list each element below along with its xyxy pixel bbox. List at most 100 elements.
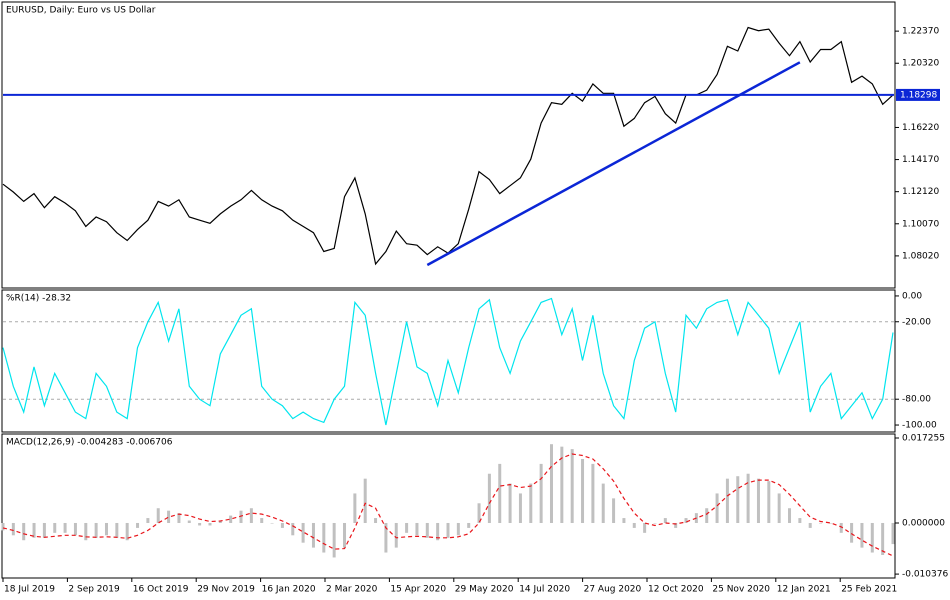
histogram-bar xyxy=(881,522,885,556)
histogram-bar xyxy=(456,522,460,536)
x-tick-label: 16 Oct 2019 xyxy=(133,585,189,595)
y-tick-label: -100.00 xyxy=(902,421,937,431)
histogram-bar xyxy=(798,518,802,523)
histogram-bar xyxy=(384,522,388,553)
histogram-bar xyxy=(11,522,15,536)
x-tick-label: 15 Apr 2020 xyxy=(390,585,446,595)
x-tick-label: 12 Oct 2020 xyxy=(648,585,704,595)
histogram-bar xyxy=(53,522,57,533)
histogram-bar xyxy=(73,522,77,536)
histogram-bar xyxy=(301,522,305,543)
histogram-bar xyxy=(653,522,657,524)
pane-title: %R(14) -28.32 xyxy=(6,294,71,304)
histogram-bar xyxy=(612,498,616,523)
histogram-bar xyxy=(498,463,502,523)
histogram-bar xyxy=(508,483,512,523)
histogram-bar xyxy=(260,518,264,523)
histogram-bar xyxy=(860,522,864,548)
histogram-bar xyxy=(280,522,284,528)
histogram-bar xyxy=(850,522,854,543)
histogram-bar xyxy=(591,463,595,523)
y-tick-label: -80.00 xyxy=(902,395,931,405)
histogram-bar xyxy=(177,513,181,523)
histogram-bar xyxy=(663,518,667,523)
histogram-bar xyxy=(239,510,243,523)
histogram-bar xyxy=(1,522,5,531)
histogram-bar xyxy=(767,481,771,523)
histogram-bar xyxy=(42,522,46,538)
x-tick-label: 16 Jan 2020 xyxy=(262,585,316,595)
y-tick-label: 1.16220 xyxy=(902,123,939,133)
histogram-bar xyxy=(291,522,295,536)
histogram-bar xyxy=(487,473,491,523)
y-tick-label: 1.22370 xyxy=(902,27,939,37)
y-tick-label: 0.00 xyxy=(902,291,922,301)
histogram-bar xyxy=(353,493,357,523)
histogram-bar xyxy=(725,478,729,523)
trendline xyxy=(426,61,801,267)
histogram-bar xyxy=(829,522,833,524)
histogram-bar xyxy=(746,473,750,523)
histogram-bar xyxy=(529,483,533,523)
histogram-bar xyxy=(570,449,574,523)
histogram-bar xyxy=(705,508,709,523)
histogram-bar xyxy=(870,522,874,553)
y-tick-label: -20.00 xyxy=(902,317,931,327)
histogram-bar xyxy=(343,522,347,548)
price-label-box xyxy=(896,88,940,101)
histogram-bar xyxy=(539,463,543,523)
histogram-bar xyxy=(332,522,336,558)
x-tick-label: 2 Sep 2019 xyxy=(68,585,120,595)
histogram-bar xyxy=(632,522,636,528)
pane-title: MACD(12,26,9) -0.004283 -0.006706 xyxy=(6,438,173,448)
histogram-bar xyxy=(229,515,233,523)
series-line xyxy=(2,453,894,557)
y-tick-label: 1.12120 xyxy=(902,187,939,197)
histogram-bar xyxy=(788,508,792,523)
pane-title: EURUSD, Daily: Euro vs US Dollar xyxy=(6,6,156,16)
histogram-bar xyxy=(518,493,522,523)
histogram-bar xyxy=(891,522,895,545)
x-tick-label: 2 Mar 2020 xyxy=(326,585,378,595)
histogram-bar xyxy=(581,458,585,523)
wpr-pane xyxy=(1,289,896,433)
x-tick-label: 27 Aug 2020 xyxy=(584,585,642,595)
histogram-bar xyxy=(601,483,605,523)
histogram-bar xyxy=(136,522,140,528)
histogram-bar xyxy=(736,476,740,523)
histogram-bar xyxy=(270,522,274,524)
price-pane xyxy=(1,1,896,289)
y-tick-label: 0.000000 xyxy=(902,518,945,528)
histogram-bar xyxy=(363,478,367,523)
x-tick-label: 14 Jul 2020 xyxy=(519,585,570,595)
histogram-bar xyxy=(84,522,88,541)
histogram-bar xyxy=(156,508,160,523)
histogram-bar xyxy=(374,518,378,523)
series-line xyxy=(2,297,894,426)
histogram-bar xyxy=(560,446,564,523)
histogram-bar xyxy=(146,518,150,523)
histogram-bar xyxy=(63,522,67,533)
y-tick-label: 1.10070 xyxy=(902,219,939,229)
histogram-bar xyxy=(198,522,202,526)
x-tick-label: 12 Jan 2021 xyxy=(777,585,831,595)
histogram-bar xyxy=(549,444,553,523)
histogram-bar xyxy=(249,508,253,523)
histogram-bar xyxy=(446,522,450,538)
histogram-bar xyxy=(622,518,626,523)
histogram-bar xyxy=(394,522,398,548)
y-tick-label: 1.20320 xyxy=(902,59,939,69)
histogram-bar xyxy=(436,522,440,541)
histogram-bar xyxy=(684,518,688,523)
histogram-bar xyxy=(187,520,191,523)
histogram-bar xyxy=(322,522,326,553)
histogram-bar xyxy=(819,522,823,524)
histogram-bar xyxy=(125,522,129,541)
histogram-bar xyxy=(22,522,26,541)
x-tick-label: 29 Nov 2019 xyxy=(197,585,255,595)
histogram-bar xyxy=(839,522,843,533)
histogram-bar xyxy=(467,522,471,528)
x-tick-label: 25 Nov 2020 xyxy=(712,585,770,595)
histogram-bar xyxy=(94,522,98,538)
